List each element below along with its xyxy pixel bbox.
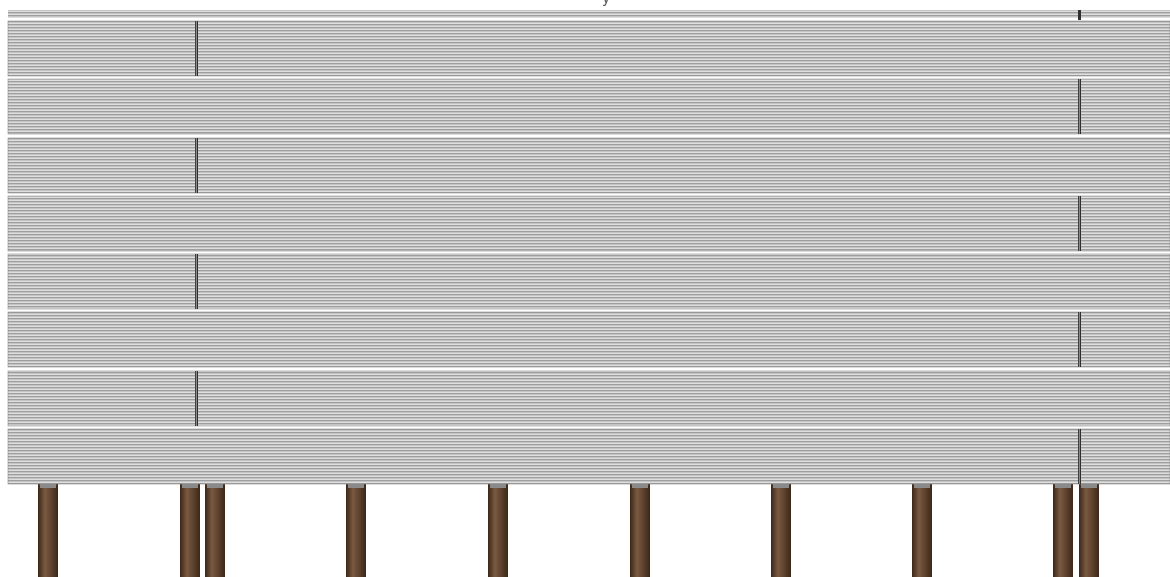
post-bracket: [773, 482, 789, 488]
post-bracket: [632, 482, 648, 488]
post-bracket: [914, 482, 930, 488]
board-joint-highlight: [195, 21, 197, 76]
fence-post: [205, 482, 225, 577]
board-joint-highlight: [1078, 429, 1080, 484]
fence-post: [38, 482, 58, 577]
top-partial-board: [8, 10, 1170, 18]
boards-group: [7, 10, 1170, 485]
top-text-fragment: y: [602, 0, 610, 6]
board-joint-highlight: [195, 371, 197, 426]
top-partial-joint: [1078, 10, 1081, 20]
board-joint-highlight: [1078, 196, 1080, 251]
board-joint-highlight: [1078, 312, 1080, 367]
board-joint-highlight: [195, 138, 197, 193]
fence-post: [346, 482, 366, 577]
fence-post: [1079, 482, 1099, 577]
fence-board: [7, 20, 1170, 77]
fence-board: [7, 195, 1170, 252]
fence-post: [1053, 482, 1073, 577]
fence-board: [7, 253, 1170, 310]
post-bracket: [1081, 482, 1097, 488]
post-bracket: [490, 482, 506, 488]
board-joint-highlight: [195, 254, 197, 309]
post-bracket: [348, 482, 364, 488]
joints-group: [195, 10, 1081, 484]
fence-post: [180, 482, 200, 577]
post-bracket: [1055, 482, 1071, 488]
fence-board: [7, 428, 1170, 485]
posts-group: [38, 482, 1099, 577]
fence-board: [7, 370, 1170, 427]
fence-post: [630, 482, 650, 577]
board-joint-highlight: [1078, 79, 1080, 134]
post-bracket: [182, 482, 198, 488]
post-bracket: [40, 482, 56, 488]
post-bracket: [207, 482, 223, 488]
fence-post: [771, 482, 791, 577]
fence-post: [912, 482, 932, 577]
fence-post: [488, 482, 508, 577]
fence-board: [7, 311, 1170, 368]
fence-board: [7, 78, 1170, 135]
fence-board: [7, 137, 1170, 194]
